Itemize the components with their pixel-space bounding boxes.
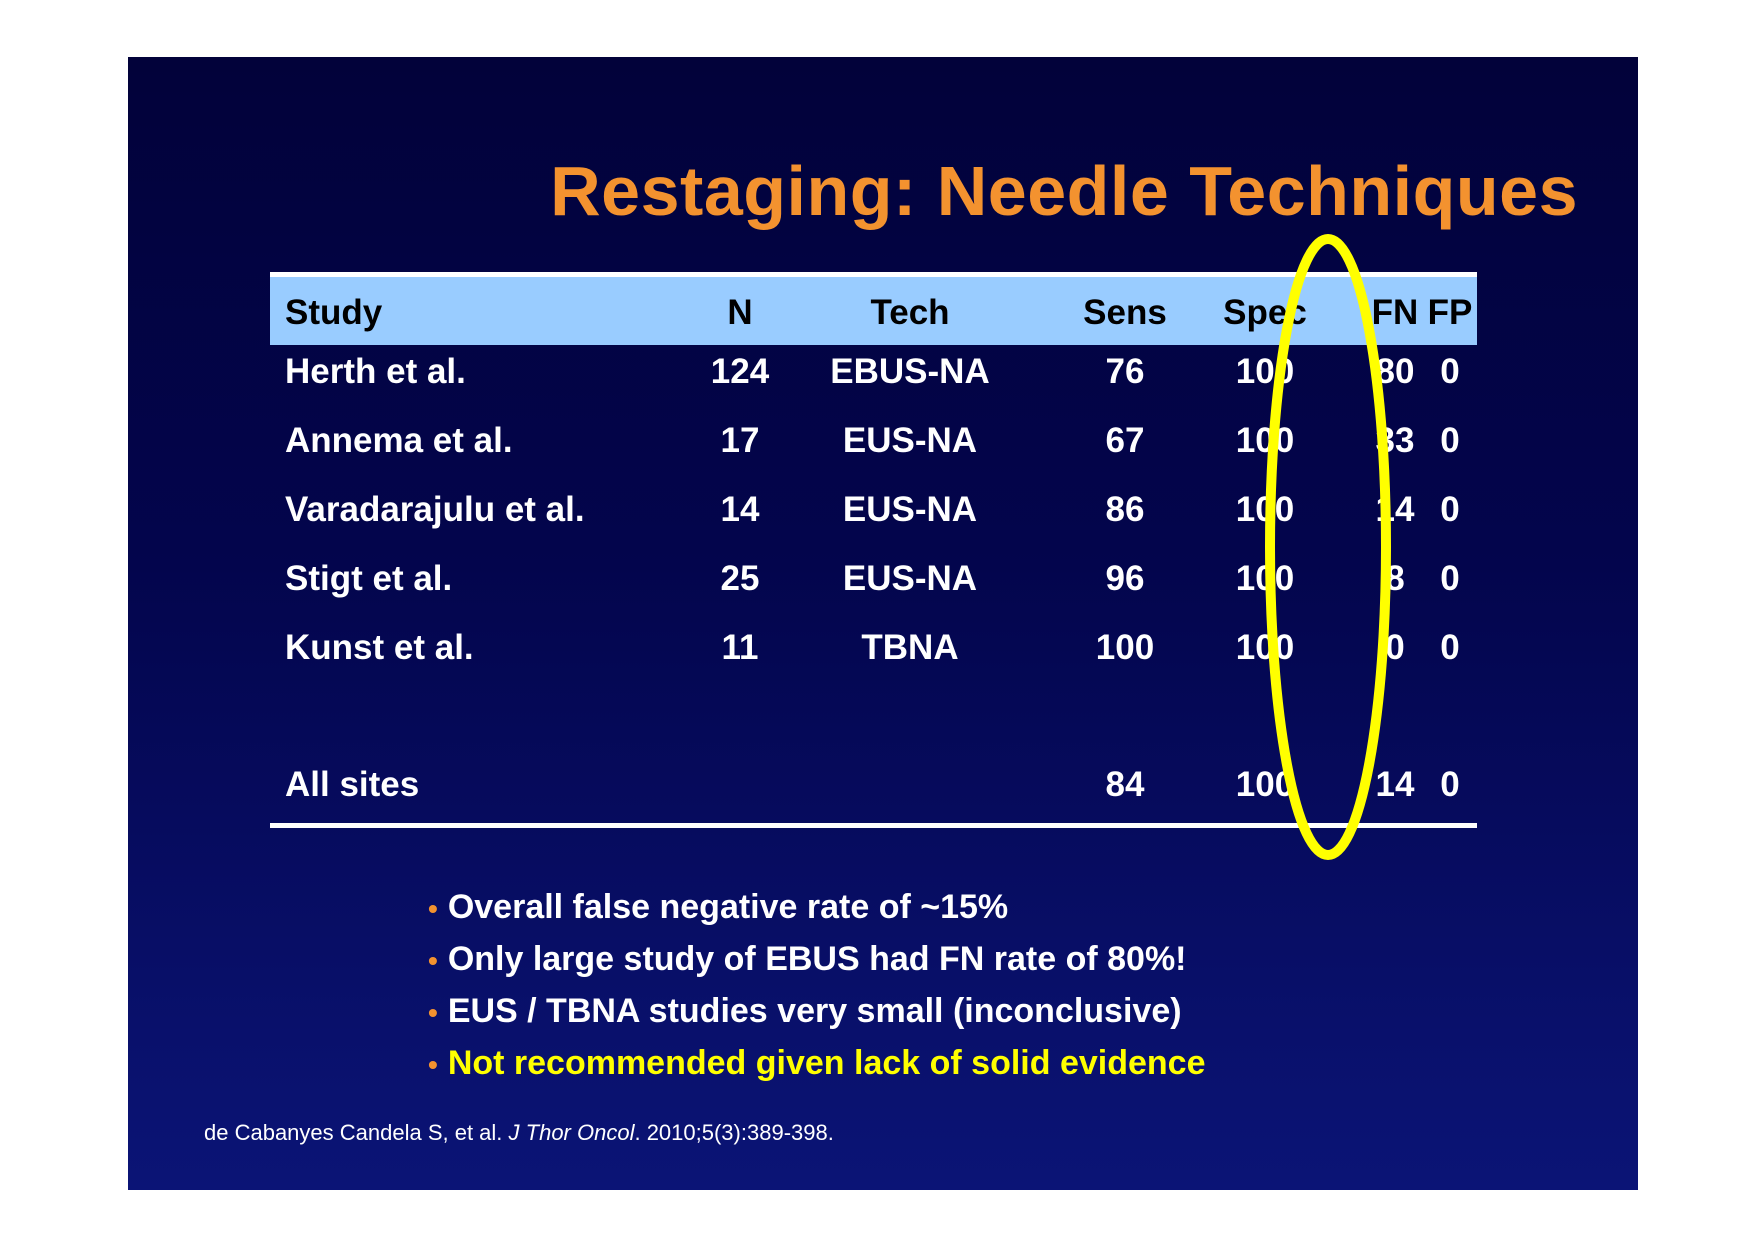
row-fn: 0	[1385, 628, 1405, 667]
row-fn: 80	[1375, 352, 1415, 391]
header-sens: Sens	[1083, 293, 1167, 332]
total-study: All sites	[285, 765, 420, 804]
table-header-row: Study N Tech Sens Spec FN FP	[270, 277, 1477, 345]
total-spec: 100	[1235, 765, 1295, 804]
header-spec: Spec	[1223, 293, 1307, 332]
row-fn: 8	[1385, 559, 1405, 598]
row-spec: 100	[1235, 421, 1295, 460]
header-n: N	[727, 293, 753, 332]
header-study: Study	[285, 293, 383, 332]
row-sens: 86	[1105, 490, 1145, 529]
row-study: Varadarajulu et al.	[285, 490, 585, 529]
row-n: 17	[720, 421, 760, 460]
slide: Restaging: Needle Techniques Study N Tec…	[128, 57, 1638, 1190]
row-spec: 100	[1235, 628, 1295, 667]
citation: de Cabanyes Candela S, et al. J Thor Onc…	[204, 1120, 834, 1145]
bullet-dot: •	[428, 893, 438, 924]
row-spec: 100	[1235, 559, 1295, 598]
bullet-item-highlighted: • Not recommended given lack of solid evi…	[428, 1044, 1206, 1082]
slide-title: Restaging: Needle Techniques	[550, 152, 1578, 230]
row-study: Herth et al.	[285, 352, 466, 391]
row-study: Stigt et al.	[285, 559, 453, 598]
total-fn: 14	[1375, 765, 1415, 804]
row-study: Kunst et al.	[285, 628, 474, 667]
row-spec: 100	[1235, 490, 1295, 529]
row-n: 14	[720, 490, 760, 529]
row-sens: 67	[1105, 421, 1145, 460]
total-sens: 84	[1105, 765, 1145, 804]
row-n: 25	[720, 559, 760, 598]
row-study: Annema et al.	[285, 421, 513, 460]
row-spec: 100	[1235, 352, 1295, 391]
row-fn: 33	[1375, 421, 1415, 460]
row-sens: 96	[1105, 559, 1145, 598]
row-fn: 14	[1375, 490, 1415, 529]
row-sens: 76	[1105, 352, 1145, 391]
row-sens: 100	[1095, 628, 1155, 667]
bullet-item: • Only large study of EBUS had FN rate of…	[428, 940, 1187, 978]
bullet-item: • EUS / TBNA studies very small (inconclu…	[428, 992, 1182, 1030]
bullet-list: • Overall false negative rate of ~15% • On…	[428, 887, 1205, 1095]
row-n: 11	[721, 628, 759, 667]
bullet-item: • Overall false negative rate of ~15%	[428, 888, 1009, 926]
row-n: 124	[710, 352, 770, 391]
bullet-dot: •	[428, 945, 438, 976]
table-bottom-rule	[270, 823, 1477, 828]
table-top-rule	[270, 272, 1477, 277]
bullet-dot: •	[428, 1049, 438, 1080]
bullet-dot: •	[428, 997, 438, 1028]
